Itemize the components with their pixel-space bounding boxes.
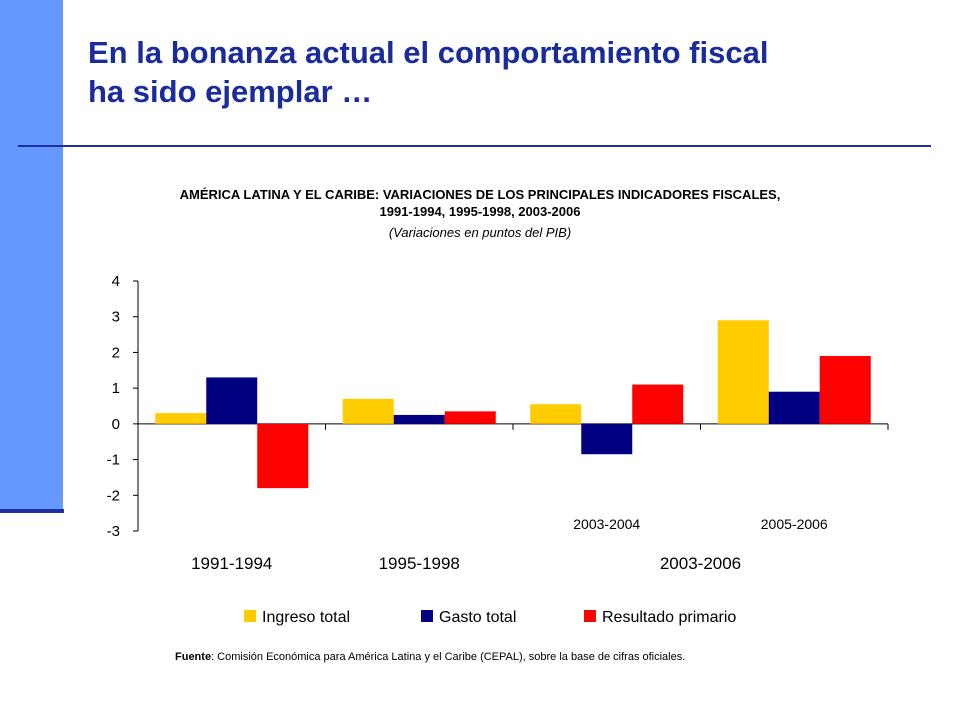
bar-resultado-primario <box>444 411 496 424</box>
x-subcategory-label: 2005-2006 <box>761 516 828 532</box>
bar-ingreso-total <box>530 404 582 424</box>
chart-subtitle: (Variaciones en puntos del PIB) <box>388 225 572 240</box>
bar-resultado-primario <box>632 384 684 424</box>
bar-gasto-total <box>768 391 820 424</box>
slide-title-line-1: En la bonanza actual el comportamiento f… <box>88 35 769 70</box>
y-tick-label: -3 <box>107 523 120 540</box>
y-tick-label: -1 <box>107 452 120 469</box>
legend-item-ingreso-total: Ingreso total <box>262 609 350 626</box>
y-tick-label: 0 <box>112 416 120 433</box>
bar-resultado-primario <box>257 423 309 489</box>
x-category-label: 2003-2006 <box>660 554 741 573</box>
legend-swatch <box>584 610 596 622</box>
x-category-label: 1995-1998 <box>379 554 460 573</box>
source-label: Fuente <box>175 651 212 663</box>
slide-title-line-2: ha sido ejemplar … <box>88 73 373 109</box>
bar-resultado-primario <box>819 356 871 424</box>
x-category-label: 1991-1994 <box>191 554 272 573</box>
y-tick-label: 2 <box>112 344 120 361</box>
bar-gasto-total <box>393 414 445 424</box>
legend-swatch <box>421 610 433 622</box>
chart-title: AMÉRICA LATINA Y EL CARIBE: VARIACIONES … <box>70 186 890 220</box>
source-text: : Comisión Económica para América Latina… <box>211 651 686 663</box>
legend-item-gasto-total: Gasto total <box>439 609 516 626</box>
y-tick-label: -2 <box>107 487 120 504</box>
title-divider <box>18 145 931 147</box>
chart-title-line-2: 1991-1994, 1995-1998, 2003-2006 <box>379 204 581 219</box>
bar-gasto-total <box>206 377 258 424</box>
bar-ingreso-total <box>342 398 394 424</box>
legend-item-resultado-primario: Resultado primario <box>602 609 736 626</box>
bar-ingreso-total <box>717 320 769 424</box>
y-tick-label: 3 <box>112 309 120 326</box>
bar-gasto-total <box>581 423 633 455</box>
source-note: Fuente: Comisión Económica para América … <box>175 651 685 663</box>
bar-ingreso-total <box>155 413 207 424</box>
chart-title-line-1: AMÉRICA LATINA Y EL CARIBE: VARIACIONES … <box>179 187 781 202</box>
legend-swatch <box>244 610 256 622</box>
accent-side-bar-underline <box>0 509 64 513</box>
y-tick-label: 4 <box>112 273 120 290</box>
slide-title: En la bonanza actual el comportamiento f… <box>88 34 948 112</box>
y-tick-label: 1 <box>112 380 120 397</box>
accent-side-bar <box>0 0 63 510</box>
x-subcategory-label: 2003-2004 <box>573 516 640 532</box>
